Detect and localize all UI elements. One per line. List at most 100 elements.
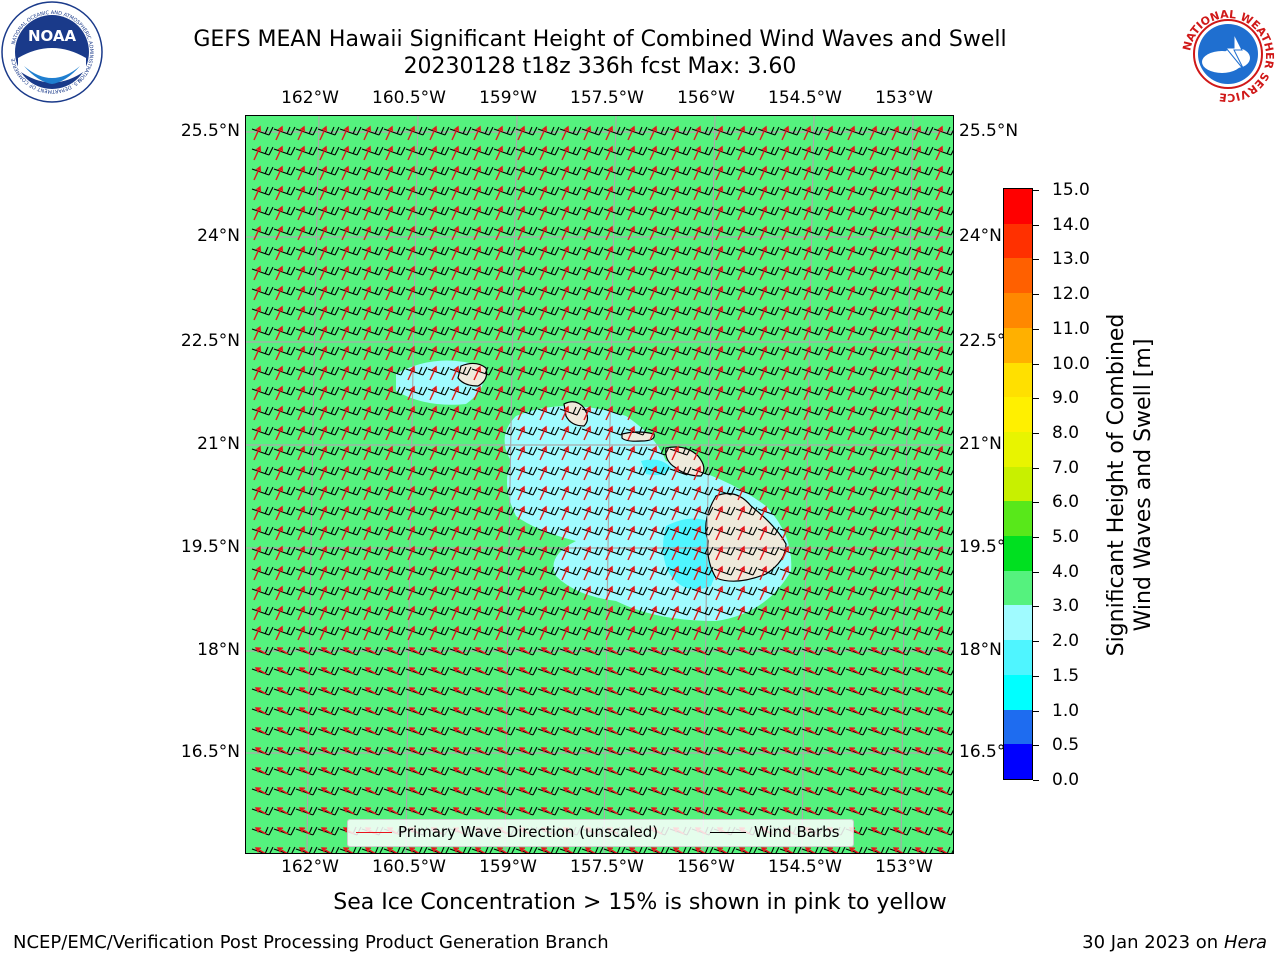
footer-credit: NCEP/EMC/Verification Post Processing Pr… xyxy=(13,932,609,953)
wave-direction-arrow xyxy=(914,727,927,735)
wind-barb xyxy=(427,746,450,756)
wind-barb xyxy=(515,346,538,356)
wave-direction-arrow xyxy=(584,727,597,735)
wave-direction-arrow xyxy=(891,245,899,261)
wave-direction-arrow xyxy=(517,385,525,401)
wind-barb xyxy=(559,246,582,256)
wave-direction-arrow xyxy=(473,145,481,161)
wind-barb xyxy=(625,166,648,176)
wave-direction-arrow xyxy=(781,625,789,641)
wind-barb xyxy=(713,386,736,396)
wave-direction-arrow xyxy=(561,245,569,261)
wave-direction-arrow xyxy=(562,727,575,735)
wind-barb xyxy=(449,666,472,676)
wave-direction-arrow xyxy=(825,605,833,621)
wind-barb xyxy=(251,426,274,436)
wind-barb xyxy=(845,666,868,676)
wind-barb xyxy=(911,826,934,836)
wind-barb xyxy=(669,566,692,576)
wave-direction-arrow xyxy=(891,505,899,521)
wave-direction-arrow xyxy=(539,145,547,161)
wind-barb xyxy=(933,726,953,736)
wind-barb xyxy=(383,366,406,376)
wave-direction-arrow xyxy=(518,807,531,815)
wave-direction-arrow xyxy=(847,605,855,621)
wind-barb xyxy=(757,686,780,696)
wave-direction-arrow xyxy=(936,687,949,695)
wave-direction-arrow xyxy=(584,707,597,715)
wave-direction-arrow xyxy=(430,807,443,815)
wave-direction-arrow xyxy=(429,485,437,501)
wave-direction-arrow xyxy=(781,485,789,501)
wind-barb xyxy=(537,406,560,416)
wind-barb xyxy=(713,546,736,556)
wave-direction-arrow xyxy=(363,305,371,321)
wave-direction-arrow xyxy=(848,647,861,655)
wave-direction-arrow xyxy=(650,727,663,735)
wave-direction-arrow xyxy=(583,505,591,521)
wave-direction-arrow xyxy=(583,205,591,221)
wind-barb xyxy=(449,306,472,316)
wind-barb xyxy=(889,426,912,436)
wave-direction-arrow xyxy=(935,425,943,441)
wave-direction-arrow xyxy=(869,485,877,501)
wind-barb xyxy=(405,506,428,516)
wave-direction-arrow xyxy=(715,565,723,581)
wave-direction-arrow xyxy=(254,827,267,835)
wave-direction-arrow xyxy=(760,707,773,715)
wind-barb xyxy=(339,386,362,396)
wind-barb xyxy=(537,666,560,676)
wind-barb xyxy=(581,606,604,616)
wave-direction-arrow xyxy=(518,787,531,795)
wave-direction-arrow xyxy=(759,585,767,601)
wind-barb xyxy=(537,146,560,156)
wave-direction-arrow xyxy=(276,647,289,655)
noaa-logo-text: NOAA xyxy=(28,27,77,45)
wave-direction-arrow xyxy=(298,807,311,815)
wind-barb xyxy=(823,266,846,276)
wind-barb xyxy=(339,366,362,376)
wind-barb xyxy=(801,386,824,396)
wind-barb xyxy=(713,346,736,356)
wind-barb xyxy=(515,706,538,716)
wave-direction-arrow xyxy=(429,565,437,581)
wave-direction-arrow xyxy=(297,165,305,181)
wave-direction-arrow xyxy=(385,165,393,181)
wave-direction-arrow xyxy=(869,445,877,461)
wind-barb xyxy=(581,246,604,256)
wave-direction-arrow xyxy=(452,687,465,695)
wave-direction-arrow xyxy=(429,465,437,481)
wind-barb xyxy=(845,786,868,796)
wave-direction-arrow xyxy=(826,807,839,815)
wave-direction-arrow xyxy=(275,265,283,281)
wind-barb xyxy=(295,626,318,636)
wave-direction-arrow xyxy=(606,807,619,815)
wave-direction-arrow xyxy=(605,325,613,341)
wind-barb xyxy=(867,166,890,176)
wave-direction-arrow xyxy=(627,285,635,301)
wave-direction-arrow xyxy=(474,667,487,675)
lon-top-label: 154.5°W xyxy=(768,88,842,108)
wave-direction-arrow xyxy=(561,185,569,201)
wind-barb xyxy=(273,206,296,216)
map-legend: Primary Wave Direction (unscaled) Wind B… xyxy=(347,819,854,847)
wave-direction-arrow xyxy=(319,165,327,181)
wind-barb xyxy=(933,626,953,636)
wave-direction-arrow xyxy=(759,345,767,361)
wind-barb xyxy=(493,386,516,396)
wave-direction-arrow xyxy=(385,465,393,481)
wave-direction-arrow xyxy=(583,145,591,161)
wind-barb xyxy=(735,326,758,336)
wave-direction-arrow xyxy=(760,687,773,695)
wave-direction-arrow xyxy=(825,545,833,561)
wind-barb xyxy=(867,626,890,636)
wind-barb xyxy=(361,466,384,476)
wind-barb xyxy=(691,206,714,216)
wave-direction-arrow xyxy=(561,125,569,141)
wave-direction-arrow xyxy=(891,205,899,221)
wind-barb xyxy=(515,506,538,516)
wave-direction-arrow xyxy=(473,525,481,541)
wind-barb xyxy=(691,646,714,656)
wave-direction-arrow xyxy=(935,385,943,401)
wave-direction-arrow xyxy=(803,525,811,541)
